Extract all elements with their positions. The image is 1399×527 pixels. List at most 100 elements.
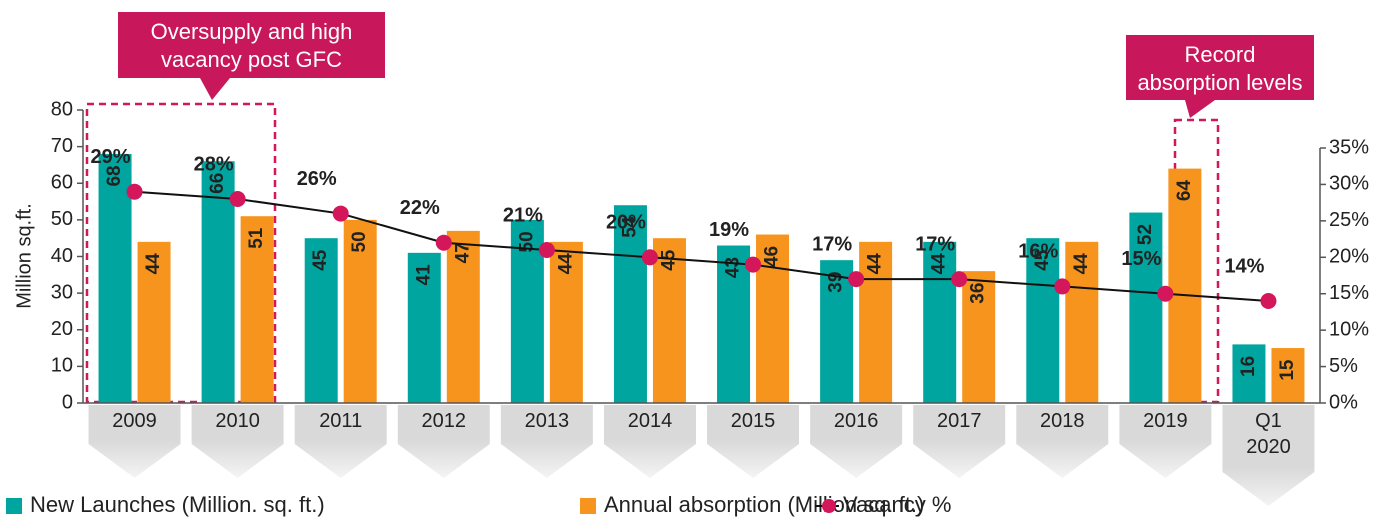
bar [1129,212,1163,403]
y2-tick-label: 5% [1329,355,1358,377]
vacancy-point [538,242,555,258]
bar-value-label: 68 [104,165,125,186]
y-tick-label: 70 [51,135,73,157]
y2-tick-label: 20% [1329,246,1369,268]
x-tick-label: 2018 [1040,410,1085,432]
vacancy-point [435,234,452,251]
bar [859,241,893,403]
bar-value-label: 44 [865,253,886,275]
bar-value-label: 16 [1238,356,1259,377]
callout-pointer [1185,100,1215,118]
bar-value-label: 47 [452,242,473,263]
vacancy-point [1157,285,1174,302]
x-tick-label: 2015 [730,410,776,432]
y2-tick-label: 10% [1329,318,1369,340]
bar-value-label: 45 [310,249,331,271]
category-arrow [294,440,387,478]
category-box [603,405,696,440]
bar [137,241,171,403]
vacancy-point [951,271,968,288]
vacancy-label: 26% [297,168,337,190]
category-arrow [913,440,1006,478]
category-box [810,405,903,440]
bar [446,230,480,403]
category-box [191,405,284,440]
y-axis-label: Million sq.ft. [13,203,35,309]
y-tick-label: 30 [51,281,73,303]
bar [343,219,377,403]
legend-label: New Launches (Million. sq. ft.) [30,492,325,517]
bar [962,271,996,403]
y-tick-label: 50 [51,208,73,230]
bar [1168,168,1202,403]
vacancy-label: 15% [1121,248,1161,270]
bar [201,161,235,403]
vacancy-label: 22% [400,197,440,219]
bar-value-label: 46 [762,246,783,267]
bar [1026,238,1060,403]
x-tick-label: 2014 [627,410,673,432]
bar-value-label: 44 [143,253,164,275]
bar-value-label: 44 [929,253,950,275]
vacancy-label: 20% [606,212,646,234]
x-tick-label: 2019 [1143,410,1188,432]
category-arrow [810,440,903,478]
y-tick-label: 20 [51,318,73,340]
x-tick-label: 2012 [421,410,467,432]
bar [549,241,583,403]
bar [820,260,854,403]
y-tick-label: 10 [51,355,73,377]
category-box [500,405,593,440]
annotation: Oversupply and high vacancy post GFC [118,12,385,78]
y-tick-label: 60 [51,172,73,194]
x-tick-label: 2010 [215,410,260,432]
vacancy-label: 19% [709,219,749,241]
bar [652,238,686,403]
vacancy-point [848,271,865,288]
y2-tick-label: 0% [1329,391,1358,413]
x-tick-label: 2009 [112,410,157,432]
vacancy-point [1260,293,1277,309]
vacancy-label: 21% [503,204,543,226]
vacancy-point [126,183,143,200]
bar [1065,241,1099,403]
bar [717,245,751,403]
category-arrow [1016,440,1109,478]
bar-value-label: 66 [207,173,228,194]
y2-tick-label: 30% [1329,173,1369,195]
bar-value-label: 52 [1135,224,1156,245]
vacancy-label: 14% [1224,255,1264,277]
vacancy-point [229,191,246,207]
vacancy-label: 16% [1018,241,1058,263]
callout-pointer [200,78,230,100]
category-arrow [88,440,181,478]
bar [923,241,957,403]
bar [240,216,274,403]
bar [756,234,790,403]
bar-value-label: 36 [968,283,989,304]
category-arrow [1119,440,1212,478]
category-box [1016,405,1109,440]
bar-value-label: 41 [413,264,434,286]
vacancy-label: 17% [812,233,852,255]
category-arrow [500,440,593,478]
category-box [397,405,490,440]
bar [613,205,647,403]
vacancy-point [745,256,762,273]
category-box [1119,405,1212,440]
y-tick-label: 80 [51,98,73,120]
highlight-box [85,102,277,404]
vacancy-label: 29% [91,146,131,168]
bar-value-label: 51 [246,227,267,249]
legend-marker [822,499,836,513]
legend-label: Annual absorption (Million sq. ft.) [604,492,924,517]
bar [304,238,338,403]
y-tick-label: 0 [62,391,73,413]
vacancy-label: 17% [915,233,955,255]
category-box [294,405,387,440]
y2-tick-label: 35% [1329,136,1369,158]
bar-value-label: 64 [1174,180,1195,202]
legend-label: Vacancy % [843,492,951,517]
